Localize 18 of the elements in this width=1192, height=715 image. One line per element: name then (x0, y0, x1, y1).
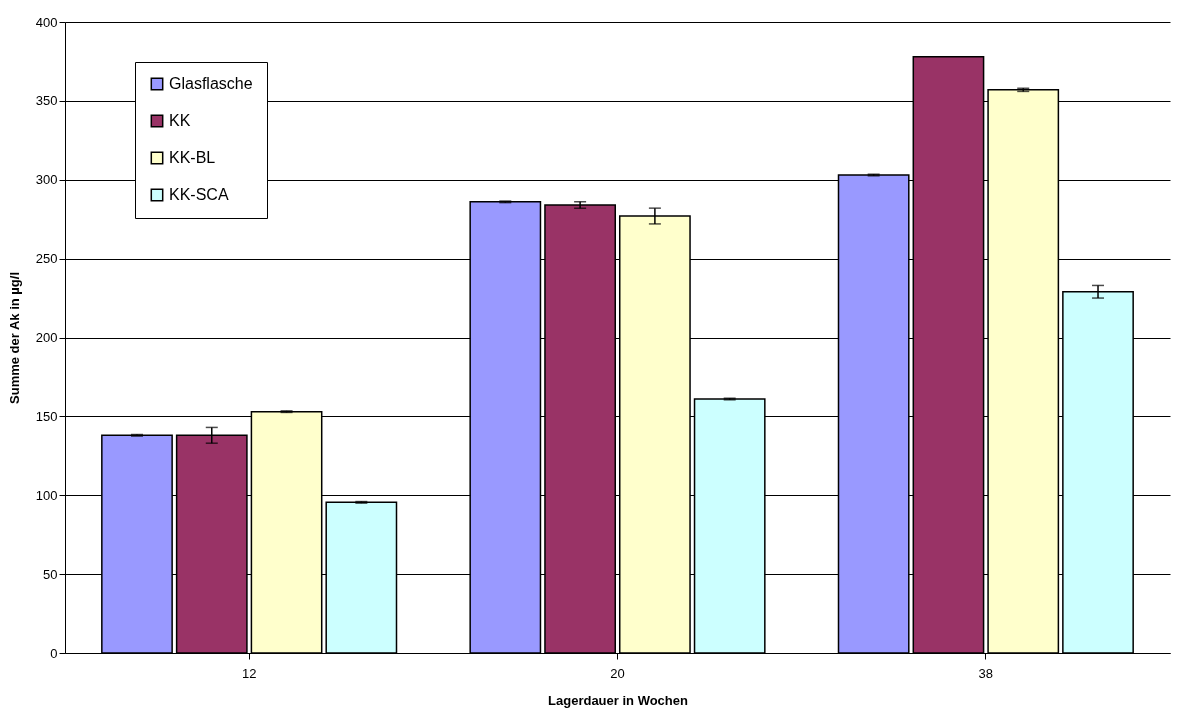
y-tick-label: 100 (35, 487, 58, 503)
y-tick-label: 350 (35, 93, 58, 109)
y-tick-label: 300 (35, 172, 58, 188)
y-axis-title: Summe der Ak in µg/l (6, 272, 22, 404)
x-tick-label: 38 (978, 665, 994, 681)
y-tick-label: 250 (35, 251, 58, 267)
legend-label: KK (169, 112, 191, 129)
x-tick-label: 12 (241, 665, 257, 681)
x-tick-label: 20 (610, 665, 625, 681)
legend-label: Glasflasche (169, 75, 253, 92)
y-tick-label: 50 (43, 566, 58, 582)
x-axis-title: Lagerdauer in Wochen (548, 692, 688, 708)
y-tick-label: 0 (50, 645, 58, 661)
y-tick-label: 400 (35, 14, 58, 30)
legend-label: KK-SCA (169, 186, 229, 203)
y-tick-label: 150 (35, 408, 58, 424)
y-tick-label: 200 (35, 330, 58, 345)
legend-label: KK-BL (169, 149, 216, 166)
